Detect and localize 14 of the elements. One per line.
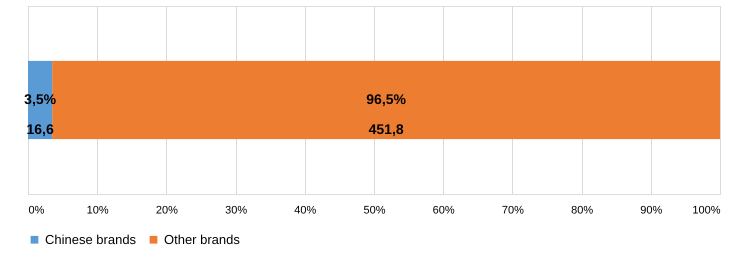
x-tick-label: 50% [363,204,386,216]
x-tick-label: 40% [294,204,317,216]
x-tick-label: 0% [28,204,45,216]
x-tick-label: 30% [225,204,248,216]
x-tick-label: 20% [156,204,178,216]
x-tick-label: 60% [432,204,455,216]
legend-label: Other brands [164,232,240,247]
legend-label: Chinese brands [45,232,137,247]
x-tick-label: 80% [571,204,594,216]
x-tick-label: 70% [502,204,524,216]
data-label: 96,5% 451,8 [366,91,407,137]
x-tick-label: 10% [86,204,109,216]
x-tick-label: 90% [640,204,663,216]
x-tick-label: 100% [692,204,721,216]
